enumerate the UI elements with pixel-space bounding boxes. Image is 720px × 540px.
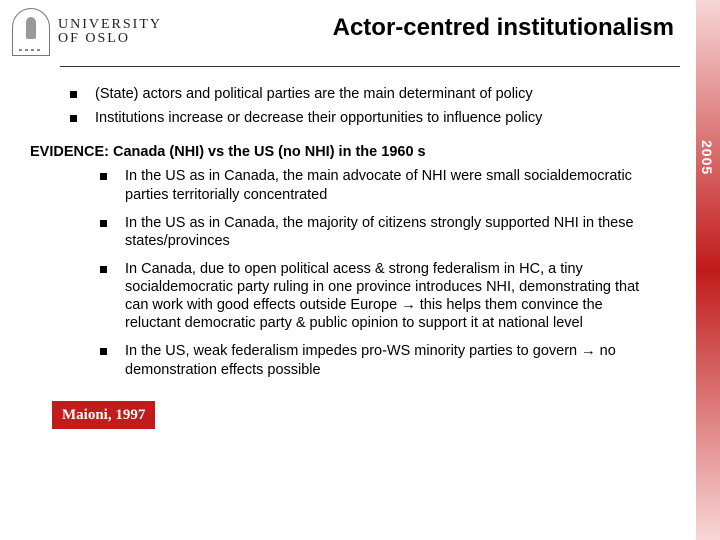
square-bullet-icon bbox=[100, 266, 107, 273]
list-item: (State) actors and political parties are… bbox=[70, 85, 656, 103]
bullet-text: Institutions increase or decrease their … bbox=[95, 109, 542, 127]
header: UNIVERSITY OF OSLO Actor-centred institu… bbox=[0, 0, 720, 66]
list-item: In Canada, due to open political acess &… bbox=[100, 260, 656, 333]
wordmark-line2: OF OSLO bbox=[58, 32, 162, 46]
university-wordmark: UNIVERSITY OF OSLO bbox=[58, 18, 162, 46]
bullet-text: In the US as in Canada, the majority of … bbox=[125, 214, 656, 250]
square-bullet-icon bbox=[100, 220, 107, 227]
wordmark-line1: UNIVERSITY bbox=[58, 18, 162, 32]
list-item: In the US as in Canada, the main advocat… bbox=[100, 167, 656, 203]
bullet-text: (State) actors and political parties are… bbox=[95, 85, 533, 103]
sub-bullet-list: In the US as in Canada, the main advocat… bbox=[70, 167, 656, 378]
slide-content: (State) actors and political parties are… bbox=[0, 67, 696, 429]
evidence-heading: EVIDENCE: Canada (NHI) vs the US (no NHI… bbox=[30, 143, 656, 161]
list-item: Institutions increase or decrease their … bbox=[70, 109, 656, 127]
citation-badge: Maioni, 1997 bbox=[52, 401, 155, 430]
list-item: In the US, weak federalism impedes pro-W… bbox=[100, 342, 656, 378]
side-stripe: 2005 bbox=[696, 0, 720, 540]
university-seal-icon bbox=[12, 8, 50, 56]
square-bullet-icon bbox=[100, 348, 107, 355]
bullet-text: In the US as in Canada, the main advocat… bbox=[125, 167, 656, 203]
square-bullet-icon bbox=[70, 91, 77, 98]
square-bullet-icon bbox=[70, 115, 77, 122]
slide-title: Actor-centred institutionalism bbox=[333, 14, 674, 42]
square-bullet-icon bbox=[100, 173, 107, 180]
bullet-text: In Canada, due to open political acess &… bbox=[125, 260, 656, 333]
side-year-label: 2005 bbox=[699, 140, 715, 175]
list-item: In the US as in Canada, the majority of … bbox=[100, 214, 656, 250]
top-bullet-list: (State) actors and political parties are… bbox=[70, 85, 656, 127]
bullet-text: In the US, weak federalism impedes pro-W… bbox=[125, 342, 656, 378]
